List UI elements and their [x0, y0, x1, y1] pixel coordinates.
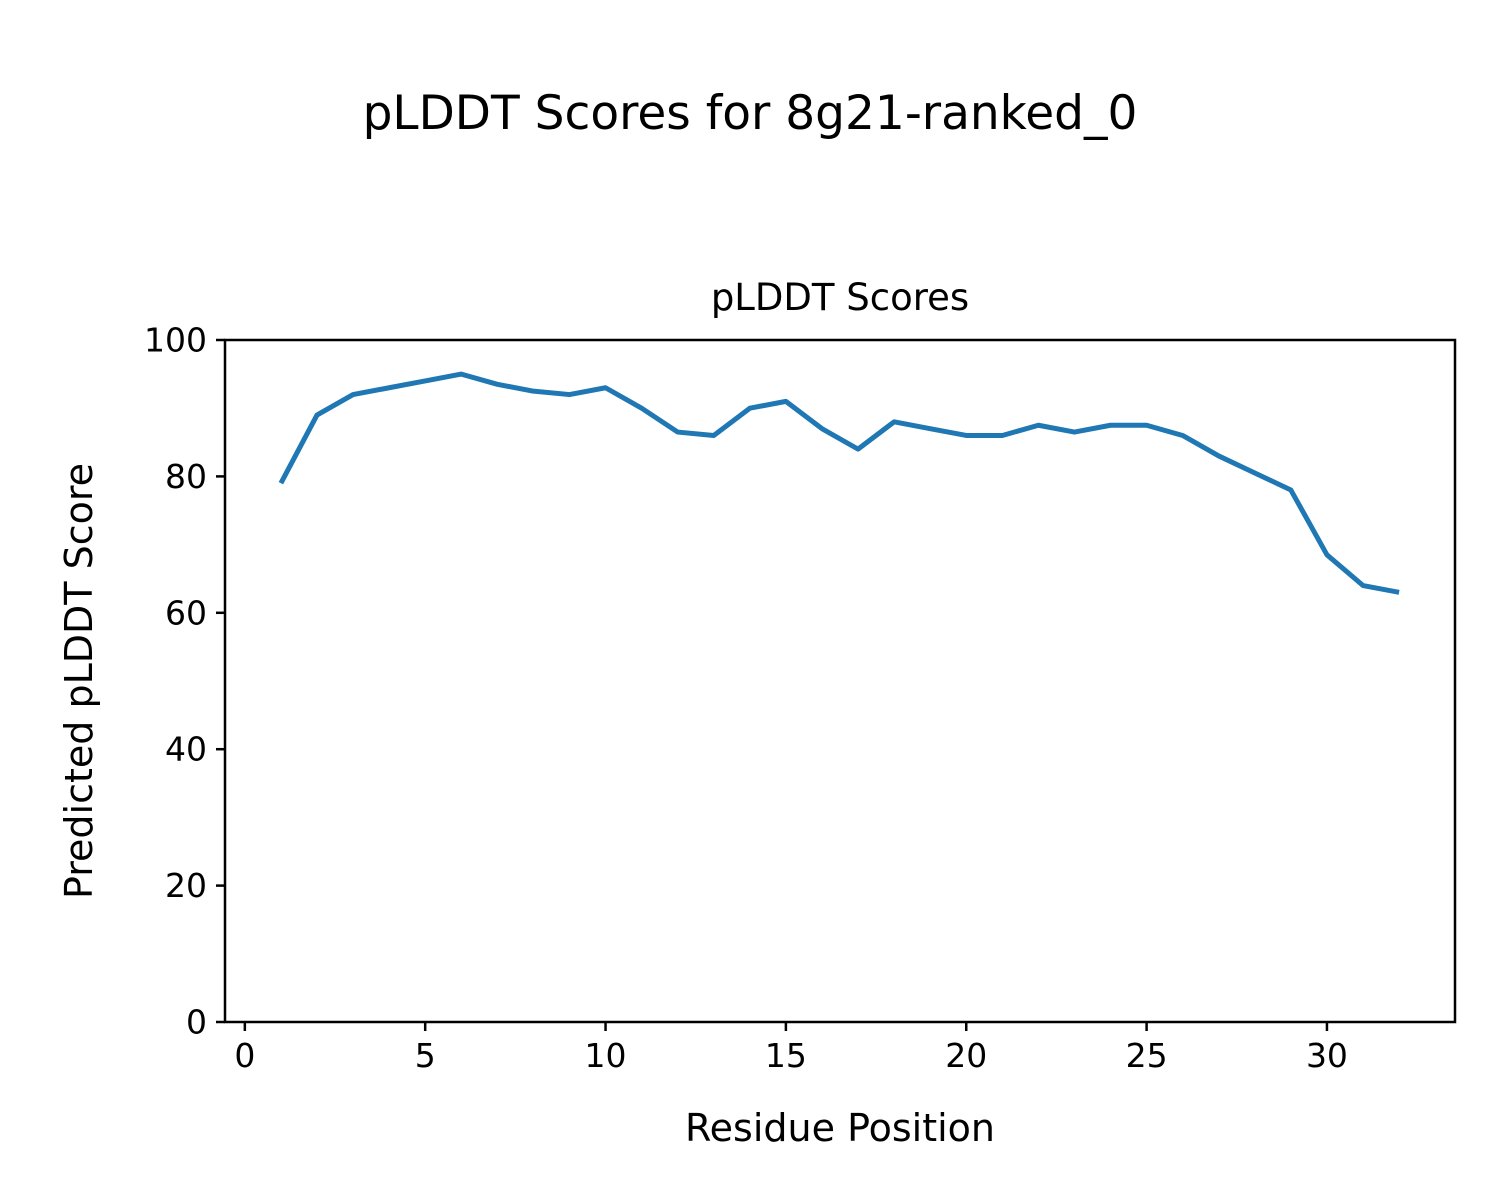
x-tick-label: 20: [945, 1036, 987, 1075]
x-tick-label: 15: [765, 1036, 807, 1075]
axes-title: pLDDT Scores: [710, 276, 970, 319]
x-tick-label: 5: [415, 1036, 436, 1075]
y-tick-label: 0: [186, 1003, 207, 1042]
y-tick-label: 100: [144, 321, 207, 360]
y-tick-label: 20: [165, 866, 207, 905]
figure-title: pLDDT Scores for 8g21-ranked_0: [362, 86, 1138, 141]
y-tick-label: 80: [165, 457, 207, 496]
y-tick-label: 60: [165, 593, 207, 632]
x-tick-label: 0: [234, 1036, 255, 1075]
x-tick-label: 25: [1126, 1036, 1168, 1075]
x-tick-label: 30: [1306, 1036, 1348, 1075]
x-tick-label: 10: [585, 1036, 627, 1075]
plot-spines: [223, 338, 1457, 1024]
y-tick-label: 40: [165, 730, 207, 769]
data-line: [278, 371, 1400, 595]
x-axis-label: Residue Position: [684, 1106, 996, 1150]
